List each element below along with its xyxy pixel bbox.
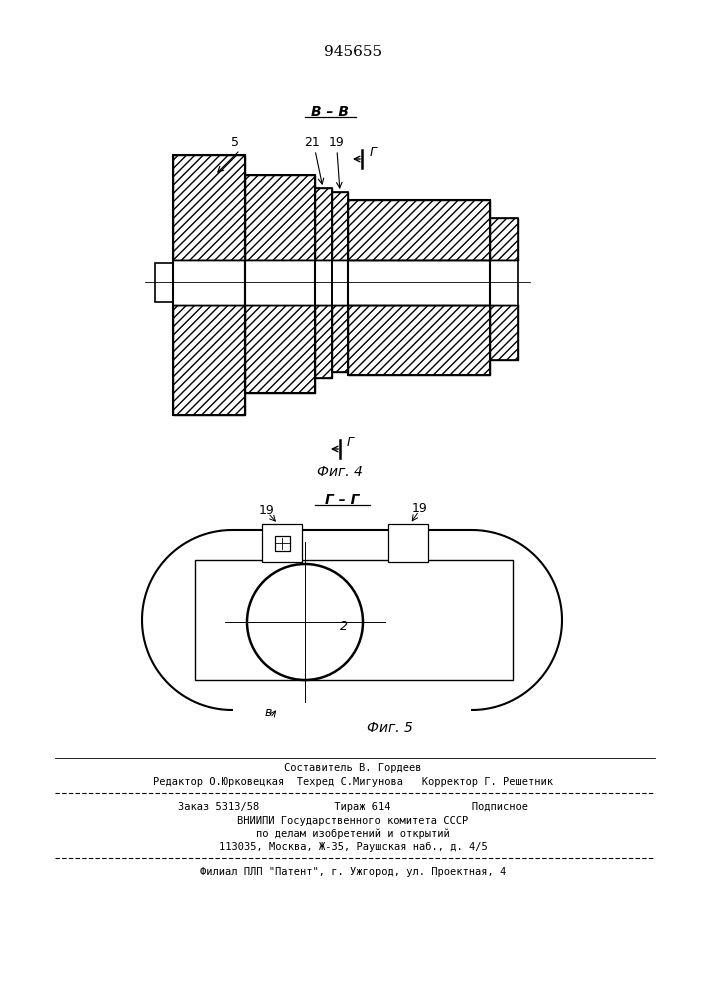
Bar bbox=[173, 260, 515, 305]
Bar bbox=[348, 200, 490, 375]
Bar bbox=[173, 305, 245, 415]
Text: Г: Г bbox=[347, 436, 354, 450]
Text: Фиг. 4: Фиг. 4 bbox=[317, 465, 363, 479]
Bar bbox=[348, 200, 490, 260]
Bar bbox=[332, 305, 348, 372]
Text: 19: 19 bbox=[259, 504, 275, 516]
Text: Составитель В. Гордеев: Составитель В. Гордеев bbox=[284, 763, 422, 773]
Text: Филиал ПЛП "Патент", г. Ужгород, ул. Проектная, 4: Филиал ПЛП "Патент", г. Ужгород, ул. Про… bbox=[200, 867, 506, 877]
Bar bbox=[245, 175, 315, 393]
Text: Редактор О.Юрковецкая  Техред С.Мигунова   Корректор Г. Решетник: Редактор О.Юрковецкая Техред С.Мигунова … bbox=[153, 777, 553, 787]
Bar bbox=[490, 218, 518, 360]
Text: 19: 19 bbox=[329, 136, 345, 149]
Bar bbox=[315, 305, 332, 378]
Text: 19: 19 bbox=[412, 502, 428, 514]
Bar bbox=[245, 305, 315, 393]
Bar bbox=[173, 155, 245, 415]
Text: В – В: В – В bbox=[311, 105, 349, 119]
Bar bbox=[173, 155, 245, 260]
Bar bbox=[490, 305, 518, 360]
Bar bbox=[332, 192, 348, 372]
Text: 945655: 945655 bbox=[324, 45, 382, 59]
Bar bbox=[275, 536, 290, 551]
Bar bbox=[388, 524, 428, 562]
Text: Г – Г: Г – Г bbox=[325, 493, 359, 507]
Bar bbox=[315, 188, 332, 378]
Circle shape bbox=[247, 564, 363, 680]
Text: в: в bbox=[264, 706, 271, 718]
Bar bbox=[245, 175, 315, 260]
Bar bbox=[315, 188, 332, 260]
Text: 113035, Москва, Ж-35, Раушская наб., д. 4/5: 113035, Москва, Ж-35, Раушская наб., д. … bbox=[218, 842, 487, 852]
Bar bbox=[490, 218, 518, 260]
Text: 2: 2 bbox=[340, 620, 348, 634]
Bar bbox=[348, 260, 518, 305]
Text: Г: Г bbox=[370, 146, 377, 159]
Text: Заказ 5313/58            Тираж 614             Подписное: Заказ 5313/58 Тираж 614 Подписное bbox=[178, 802, 528, 812]
Text: 5: 5 bbox=[231, 136, 239, 149]
Bar bbox=[195, 560, 513, 680]
Polygon shape bbox=[142, 530, 562, 710]
Text: ВНИИПИ Государственного комитета СССР: ВНИИПИ Государственного комитета СССР bbox=[238, 816, 469, 826]
Text: по делам изобретений и открытий: по делам изобретений и открытий bbox=[256, 829, 450, 839]
Bar bbox=[262, 524, 302, 562]
Bar bbox=[348, 305, 490, 375]
Bar bbox=[332, 192, 348, 260]
Bar bbox=[155, 263, 173, 302]
Text: 21: 21 bbox=[304, 136, 320, 149]
Text: Фиг. 5: Фиг. 5 bbox=[367, 721, 413, 735]
